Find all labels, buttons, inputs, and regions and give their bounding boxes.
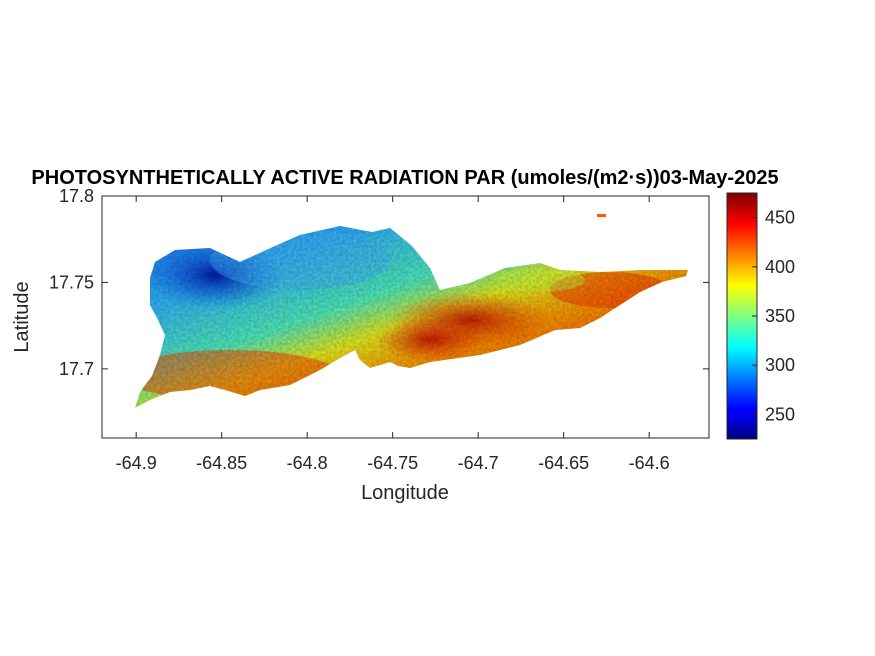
islet-marker [597,214,606,217]
colorbar-axis: 250 300 350 400 450 [752,208,795,424]
colorbar-tick-label: 250 [765,404,795,424]
colorbar-tick-label: 400 [765,257,795,277]
x-axis: -64.9 -64.85 -64.8 -64.75 -64.7 -64.65 -64.6 [116,196,670,473]
colorbar-tick-label: 300 [765,355,795,375]
x-tick-label: -64.9 [116,453,157,473]
x-tick-label: -64.85 [196,453,247,473]
y-tick-label: 17.8 [59,186,94,206]
x-tick-label: -64.75 [367,453,418,473]
x-tick-label: -64.7 [458,453,499,473]
x-axis-label: Longitude [361,482,449,504]
colorbar-tick-label: 450 [765,208,795,228]
y-tick-label: 17.7 [59,359,94,379]
y-tick-label: 17.75 [49,272,94,292]
y-axis-label: Latitude [11,281,33,352]
y-axis: 17.7 17.75 17.8 [49,186,709,379]
colorbar-tick-label: 350 [765,306,795,326]
x-tick-label: -64.6 [629,453,670,473]
x-tick-label: -64.65 [538,453,589,473]
x-tick-label: -64.8 [287,453,328,473]
chart-title: PHOTOSYNTHETICALLY ACTIVE RADIATION PAR … [31,167,778,189]
